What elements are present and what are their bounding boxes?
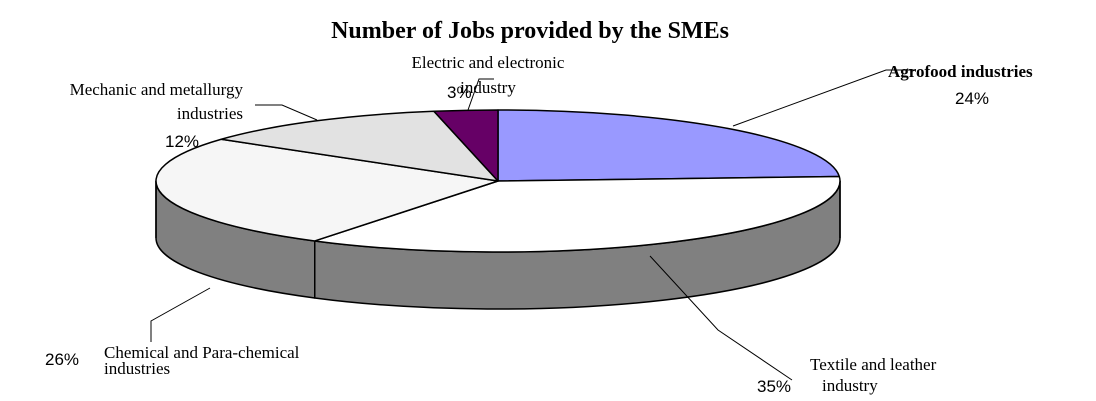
leader-line-3 — [255, 104, 318, 121]
slice-label-0-line-0: Agrofood industries — [888, 62, 1033, 81]
pie-slices — [155, 109, 841, 253]
slice-percent-4: 3% — [447, 83, 472, 102]
slice-percent-0: 24% — [955, 89, 989, 108]
slice-percent-3: 12% — [165, 132, 199, 151]
slice-label-2-line-0: Chemical and Para-chemical — [104, 343, 300, 362]
slice-labels: Agrofood industries 24% Textile and leathe… — [45, 53, 1033, 396]
leader-lines — [150, 69, 914, 381]
pie-slice-3 — [220, 110, 499, 182]
pie-slice-4 — [433, 109, 499, 182]
slice-label-3-line-1: industries — [177, 104, 243, 123]
slice-label-1-line-1: industry — [822, 376, 878, 395]
leader-line-0 — [732, 69, 914, 127]
pie-slice-0 — [497, 109, 841, 182]
leader-line-2 — [150, 287, 211, 342]
pie-slice-1 — [313, 175, 841, 253]
slice-percent-1: 35% — [757, 377, 791, 396]
pie-slice-2 — [155, 138, 499, 242]
slice-label-1-line-0: Textile and leather — [810, 355, 937, 374]
slice-label-2-line-1: industries — [104, 359, 170, 378]
slice-percent-2: 26% — [45, 350, 79, 369]
chart-title: Number of Jobs provided by the SMEs — [331, 18, 729, 44]
slice-label-4-line-0: Electric and electronic — [412, 53, 565, 72]
slice-label-3-line-0: Mechanic and metallurgy — [70, 80, 244, 99]
leader-line-4 — [467, 78, 494, 111]
leader-line-1 — [649, 255, 793, 381]
slice-label-4-line-1: industry — [460, 78, 516, 97]
